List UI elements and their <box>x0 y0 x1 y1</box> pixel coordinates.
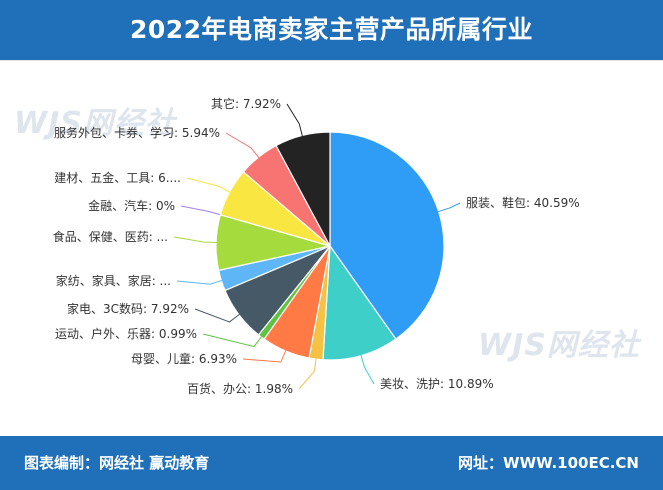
slice-leader-line <box>298 357 317 390</box>
slice-label: 美妆、洗护: 10.89% <box>380 377 494 391</box>
chart-title: 2022年电商卖家主营产品所属行业 <box>129 15 534 44</box>
header-divider <box>0 60 663 61</box>
slice-label: 服装、鞋包: 40.59% <box>466 195 580 210</box>
slice-leader-line <box>194 308 241 323</box>
slice-leader-line <box>436 202 461 213</box>
slice-label: 母婴、儿童: 6.93% <box>131 351 237 366</box>
header-bar: 2022年电商卖家主营产品所属行业 <box>0 0 663 60</box>
slice-leader-line <box>360 353 375 385</box>
slice-label: 百货、办公: 1.98% <box>187 381 293 396</box>
slice-leader-line <box>242 348 287 363</box>
slice-label: 家纺、家具、家居: ... <box>56 273 171 288</box>
slice-leader-line <box>286 103 304 138</box>
slice-label: 其它: 7.92% <box>211 96 281 111</box>
slice-leader-line <box>225 132 261 160</box>
slice-label: 运动、户外、乐器: 0.99% <box>55 326 197 341</box>
slice-leader-line <box>186 177 232 194</box>
footer-site: 网址：WWW.100EC.CN <box>458 454 639 472</box>
slice-label: 建材、五金、工具: 6.... <box>54 170 181 185</box>
slice-label: 食品、保健、医药: ... <box>53 229 168 244</box>
slice-label: 家电、3C数码: 7.92% <box>67 301 189 316</box>
footer-bar: 图表编制：网经社 赢动教育 网址：WWW.100EC.CN <box>0 436 663 490</box>
footer-credit: 图表编制：网经社 赢动教育 <box>24 454 210 472</box>
slice-label: 金融、汽车: 0% <box>88 198 175 213</box>
slice-leader-line <box>180 205 223 216</box>
slice-label: 服务外包、卡券、学习: 5.94% <box>54 125 220 140</box>
slice-leader-line <box>173 236 219 244</box>
slice-leader-line <box>176 279 224 285</box>
slice-leader-line <box>202 333 263 348</box>
